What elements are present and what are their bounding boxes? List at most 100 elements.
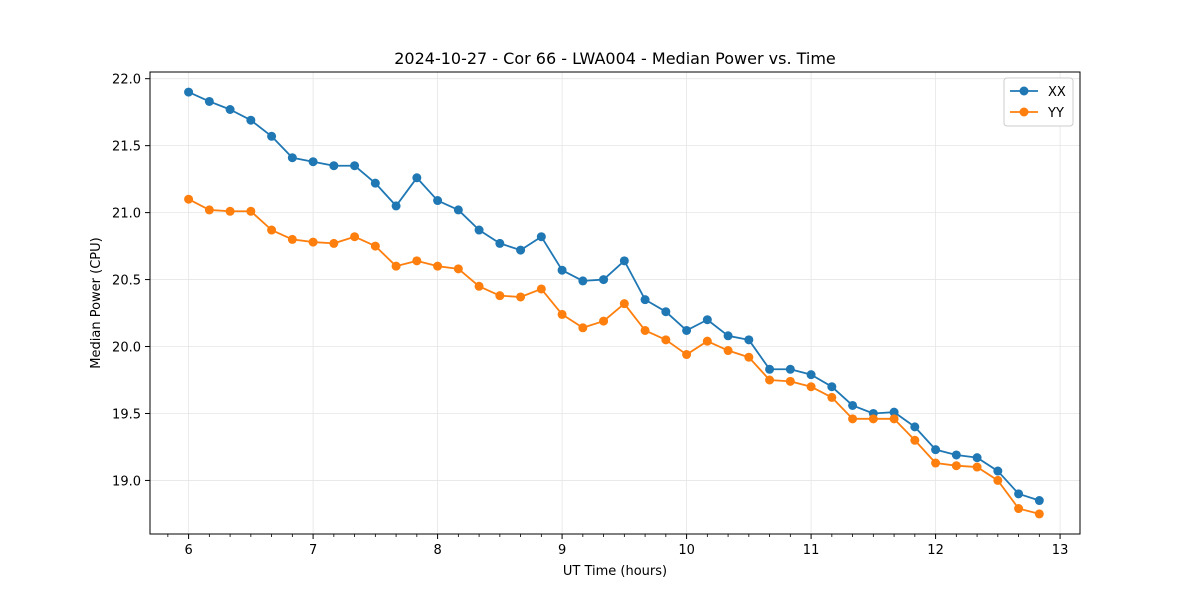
series-yy-point [267, 225, 277, 235]
x-tick-label: 6 [184, 543, 192, 558]
series-xx-point [474, 225, 484, 235]
legend-xx-label: XX [1048, 85, 1066, 100]
y-axis-label: Median Power (CPU) [89, 237, 104, 368]
series-xx-point [931, 445, 941, 455]
series-xx-point [329, 161, 339, 171]
series-xx-point [267, 131, 277, 141]
series-xx-point [993, 466, 1003, 476]
series-yy-point [806, 382, 816, 392]
series-xx-point [1014, 489, 1024, 499]
y-tick-label: 19.5 [112, 407, 141, 422]
series-yy-point [557, 309, 567, 319]
series-yy-point [204, 205, 214, 215]
series-xx-point [225, 104, 235, 114]
series-xx-point [557, 265, 567, 275]
series-xx-point [433, 196, 443, 206]
legend-yy-marker [1019, 107, 1029, 117]
series-layer [184, 87, 1044, 519]
series-xx-point [495, 238, 505, 248]
series-yy-point [308, 237, 318, 247]
series-xx-point [682, 325, 692, 335]
series-yy-point [785, 376, 795, 386]
series-xx-point [827, 382, 837, 392]
series-yy-point [993, 475, 1003, 485]
series-xx-point [204, 96, 214, 106]
series-xx-point [1034, 496, 1044, 506]
series-xx-point [972, 453, 982, 463]
x-tick-label: 9 [558, 543, 566, 558]
series-yy-point [951, 461, 961, 471]
y-tick-label: 20.5 [112, 274, 141, 289]
y-tick-label: 20.0 [112, 341, 141, 356]
series-yy-point [723, 346, 733, 356]
series-yy-point [246, 206, 256, 216]
x-tick-label: 8 [433, 543, 441, 558]
series-yy-point [474, 281, 484, 291]
series-xx-point [391, 201, 401, 211]
series-xx-point [370, 178, 380, 188]
series-yy-point [744, 352, 754, 362]
series-xx-point [702, 315, 712, 325]
series-xx-point [889, 407, 899, 417]
legend: XX YY [1003, 77, 1074, 127]
series-xx-point [578, 276, 588, 286]
series-yy-point [225, 206, 235, 216]
series-xx-point [184, 87, 194, 97]
series-xx-point [723, 331, 733, 341]
series-yy-point [370, 241, 380, 251]
series-xx-point [661, 307, 671, 317]
y-tick-label: 19.0 [112, 474, 141, 489]
series-xx-point [536, 232, 546, 242]
grid [150, 72, 1080, 534]
series-yy-point [661, 335, 671, 345]
series-yy-point [329, 238, 339, 248]
y-tick-label: 21.0 [112, 207, 141, 222]
series-yy-point [702, 336, 712, 346]
series-yy-point [765, 375, 775, 385]
series-xx-point [350, 161, 360, 171]
series-yy-point [495, 291, 505, 301]
series-yy-point [453, 264, 463, 274]
series-xx-point [412, 173, 422, 183]
series-yy-point [972, 462, 982, 472]
series-yy-point [350, 232, 360, 242]
series-xx-point [308, 157, 318, 167]
x-tick-label: 12 [927, 543, 944, 558]
legend-yy-label: YY [1047, 106, 1064, 121]
y-tick-label: 22.0 [112, 73, 141, 88]
y-tick-label: 21.5 [112, 140, 141, 155]
x-axis-label: UT Time (hours) [563, 564, 667, 579]
x-tick-label: 13 [1052, 543, 1069, 558]
series-yy-point [910, 435, 920, 445]
series-xx-point [951, 450, 961, 460]
series-yy-point [827, 392, 837, 402]
series-yy-point [516, 292, 526, 302]
series-xx-point [516, 245, 526, 255]
series-xx-point [640, 295, 650, 305]
series-yy-point [640, 325, 650, 335]
series-xx-point [785, 364, 795, 374]
series-yy-point [682, 350, 692, 360]
series-yy-point [391, 261, 401, 271]
series-yy-point [931, 458, 941, 468]
plot-frame [149, 71, 1081, 535]
series-yy-point [868, 414, 878, 424]
series-yy-point [1014, 504, 1024, 514]
series-xx-point [744, 335, 754, 345]
series-yy-point [578, 323, 588, 333]
series-yy-point [599, 316, 609, 326]
series-yy-point [287, 234, 297, 244]
x-tick-label: 7 [309, 543, 317, 558]
series-xx-point [765, 364, 775, 374]
series-xx-point [848, 400, 858, 410]
series-xx-point [910, 422, 920, 432]
series-xx-point [246, 115, 256, 125]
series-yy-point [889, 414, 899, 424]
series-xx-point [287, 153, 297, 163]
series-yy-point [619, 299, 629, 309]
series-yy-point [848, 414, 858, 424]
series-yy-point [433, 261, 443, 271]
series-yy-point [1034, 509, 1044, 519]
